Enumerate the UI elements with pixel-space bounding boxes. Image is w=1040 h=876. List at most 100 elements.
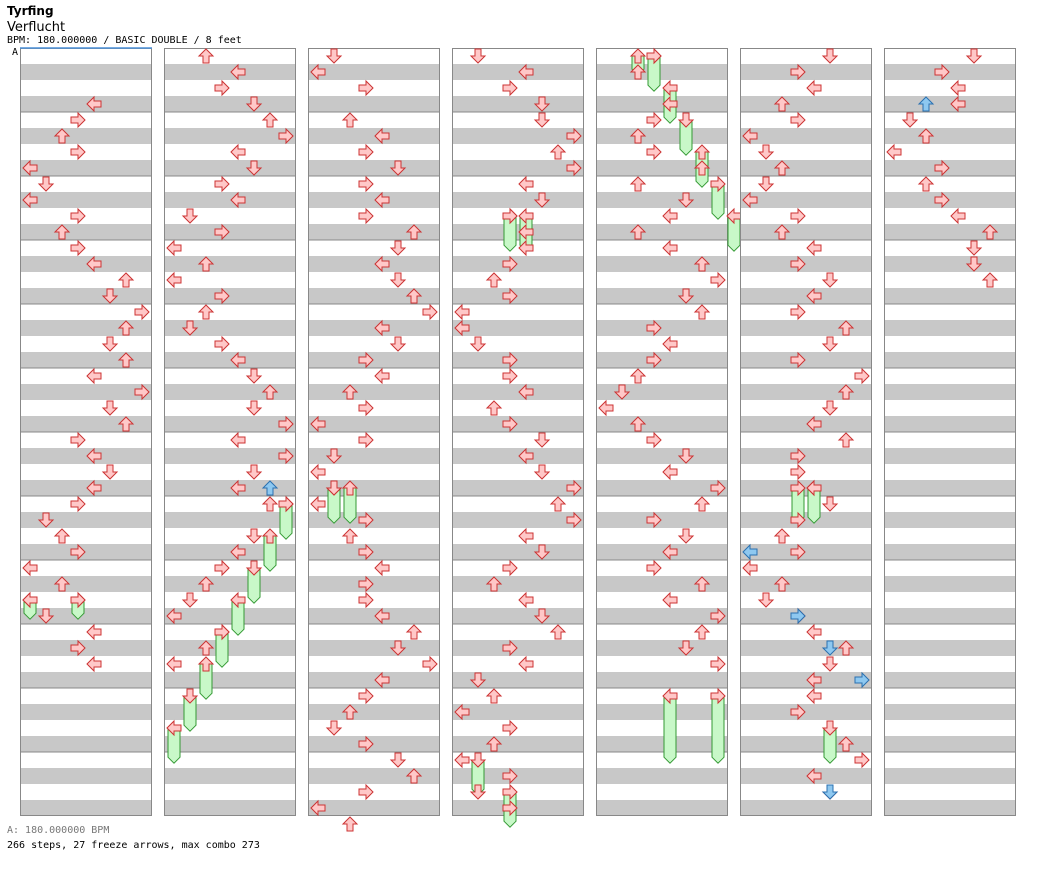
beat-band <box>308 544 440 560</box>
beat-band <box>20 64 152 80</box>
column-border <box>596 48 728 816</box>
beat-band <box>884 352 1016 368</box>
beat-band <box>20 544 152 560</box>
beat-band <box>884 608 1016 624</box>
left-arrow <box>230 63 246 81</box>
up-arrow <box>629 368 647 384</box>
beat-band <box>164 480 296 496</box>
left-arrow <box>806 287 822 305</box>
beat-band <box>452 128 584 144</box>
beat-band <box>20 352 152 368</box>
right-arrow <box>502 255 518 273</box>
beat-band <box>452 192 584 208</box>
left-arrow <box>742 191 758 209</box>
beat-band <box>740 672 872 688</box>
right-arrow <box>502 559 518 577</box>
chart-info: BPM: 180.000000 / BASIC DOUBLE / 8 feet <box>7 35 242 46</box>
left-arrow <box>742 127 758 145</box>
beat-band <box>740 160 872 176</box>
down-arrow <box>181 208 199 224</box>
left-arrow <box>310 463 326 481</box>
freeze-arrow <box>711 695 725 764</box>
left-arrow <box>86 367 102 385</box>
down-arrow <box>677 288 695 304</box>
beat-band <box>452 768 584 784</box>
beat-band <box>20 480 152 496</box>
beat-band <box>740 704 872 720</box>
up-arrow <box>549 496 567 512</box>
beat-band <box>452 640 584 656</box>
up-arrow <box>837 640 855 656</box>
beat-band <box>740 384 872 400</box>
beat-band <box>164 64 296 80</box>
left-arrow <box>518 527 534 545</box>
beat-band <box>20 640 152 656</box>
left-arrow <box>374 255 390 273</box>
left-arrow <box>230 543 246 561</box>
left-arrow <box>806 671 822 689</box>
down-arrow <box>613 384 631 400</box>
beat-band <box>884 576 1016 592</box>
left-arrow <box>806 687 822 705</box>
beat-band <box>452 320 584 336</box>
up-arrow <box>629 176 647 192</box>
left-arrow <box>166 607 182 625</box>
left-arrow <box>518 175 534 193</box>
up-arrow <box>405 288 423 304</box>
right-arrow <box>790 543 806 561</box>
beat-band <box>740 640 872 656</box>
beat-band <box>20 128 152 144</box>
left-arrow <box>310 415 326 433</box>
left-arrow <box>22 159 38 177</box>
down-arrow <box>389 336 407 352</box>
freeze-head-down-arrow <box>245 560 263 576</box>
beat-band <box>164 768 296 784</box>
beat-band <box>740 608 872 624</box>
up-arrow <box>917 128 935 144</box>
left-arrow <box>886 143 902 161</box>
down-arrow <box>101 288 119 304</box>
right-arrow <box>790 351 806 369</box>
beat-band <box>596 64 728 80</box>
up-arrow <box>485 576 503 592</box>
right-arrow <box>566 127 582 145</box>
beat-band <box>452 384 584 400</box>
right-arrow <box>646 431 662 449</box>
left-arrow <box>454 319 470 337</box>
left-arrow <box>22 191 38 209</box>
beat-band <box>596 576 728 592</box>
beat-band <box>164 544 296 560</box>
right-arrow <box>358 399 374 417</box>
left-arrow <box>518 447 534 465</box>
right-arrow <box>646 559 662 577</box>
right-arrow <box>214 623 230 641</box>
chart-column-3 <box>308 48 440 832</box>
beat-band <box>308 320 440 336</box>
right-arrow <box>358 79 374 97</box>
beat-band <box>740 544 872 560</box>
right-arrow <box>214 335 230 353</box>
up-arrow <box>837 736 855 752</box>
beat-band <box>20 768 152 784</box>
up-arrow <box>485 400 503 416</box>
down-arrow <box>469 784 487 800</box>
left-arrow <box>86 447 102 465</box>
beat-band <box>884 416 1016 432</box>
beat-band <box>308 576 440 592</box>
beat-band <box>596 384 728 400</box>
down-arrow <box>101 464 119 480</box>
beat-band <box>884 224 1016 240</box>
up-arrow <box>197 576 215 592</box>
freeze-head-up-arrow <box>629 48 647 64</box>
up-arrow <box>773 528 791 544</box>
beat-band <box>20 800 152 816</box>
left-arrow <box>662 95 678 113</box>
beat-band <box>452 608 584 624</box>
beat-band <box>308 288 440 304</box>
beat-band <box>740 64 872 80</box>
up-arrow <box>693 496 711 512</box>
right-arrow <box>710 607 726 625</box>
down-arrow <box>533 544 551 560</box>
down-arrow <box>389 272 407 288</box>
left-arrow <box>806 415 822 433</box>
